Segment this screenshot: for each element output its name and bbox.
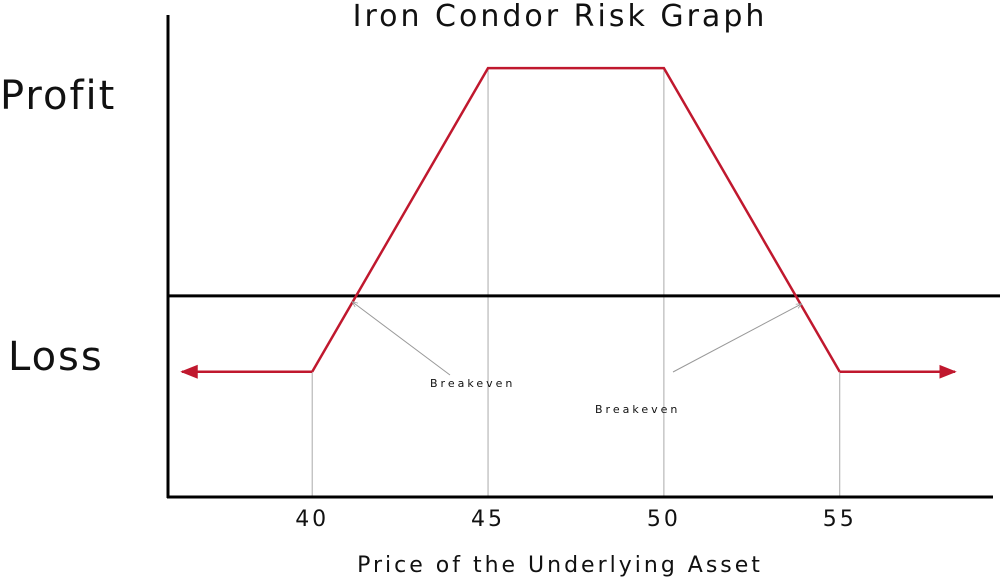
x-tick-label: 40 [295, 507, 329, 532]
axes [166, 15, 1000, 499]
payoff-series [180, 66, 957, 379]
x-tick-label: 55 [823, 507, 857, 532]
breakeven-arrow-left [352, 302, 451, 376]
x-tick-label: 45 [471, 507, 505, 532]
loss-label: Loss [8, 334, 104, 380]
breakeven-arrow-right [672, 304, 802, 373]
breakeven-annotations: Breakeven Breakeven [352, 302, 801, 416]
guide-lines [311, 68, 841, 497]
payoff-line [311, 66, 841, 373]
chart-title: Iron Condor Risk Graph [353, 0, 768, 34]
x-tick-label: 50 [647, 507, 681, 532]
breakeven-label-right: Breakeven [595, 403, 680, 416]
profit-label: Profit [0, 73, 116, 119]
x-tick-labels: 40 45 50 55 [295, 507, 857, 532]
breakeven-label-left: Breakeven [430, 377, 515, 390]
x-axis-label: Price of the Underlying Asset [357, 553, 763, 578]
